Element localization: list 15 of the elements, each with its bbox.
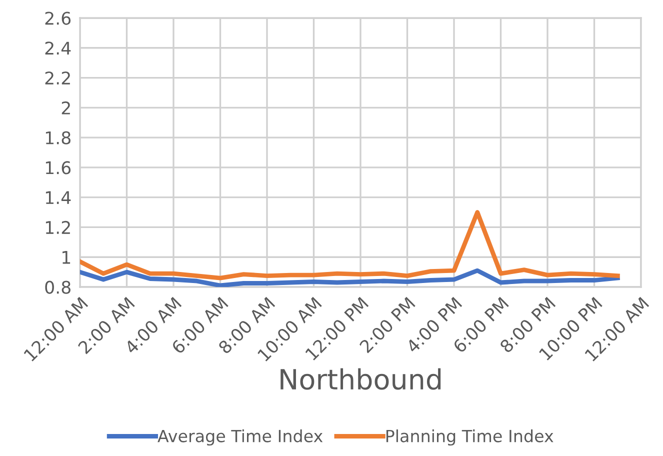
legend-label: Planning Time Index	[386, 429, 554, 446]
y-tick-label: 2.4	[45, 42, 71, 54]
y-tick-label: 1.8	[46, 131, 70, 144]
y-tick-label: 2.2	[45, 71, 70, 84]
y-tick-label: 1	[62, 251, 70, 264]
x-axis-title: Northbound	[280, 368, 441, 390]
line-series	[80, 268, 620, 287]
y-tick-label: 1.4	[46, 191, 71, 204]
y-tick-label: 2	[62, 101, 70, 114]
y-tick-label: 1.6	[46, 161, 71, 174]
y-tick-label: 0.8	[45, 280, 70, 294]
legend-label: Average Time Index	[158, 429, 323, 446]
line-series	[80, 210, 620, 280]
y-tick-label: 2.6	[45, 12, 71, 25]
y-tick-label: 1.2	[46, 220, 70, 234]
